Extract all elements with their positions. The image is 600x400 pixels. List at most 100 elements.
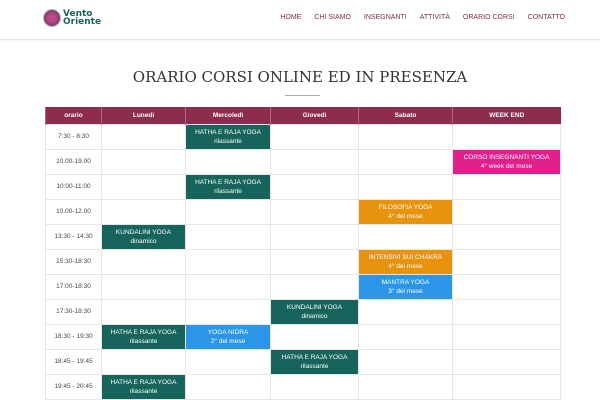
class-note: 3° del mese [388, 287, 423, 295]
class-event: HATHA E RAJA YOGA rilassante [185, 173, 271, 200]
class-title: INTENSIVI SUI CHAKRA [368, 253, 443, 261]
empty-cell [358, 348, 453, 375]
empty-cell [101, 348, 186, 375]
class-event: INTENSIVI SUI CHAKRA 4° del mese [358, 248, 453, 275]
class-title: HATHA E RAJA YOGA [195, 178, 261, 186]
class-title: MANTRA YOGA [381, 278, 430, 286]
title-divider [285, 95, 320, 96]
empty-cell [270, 173, 359, 200]
table-row: 15:30-18:30 INTENSIVI SUI CHAKRA 4° del me… [45, 248, 561, 275]
time-cell: 17:00-18:30 [45, 273, 102, 300]
empty-cell [185, 148, 271, 175]
empty-cell [358, 123, 453, 150]
empty-cell [185, 348, 271, 375]
page-title: ORARIO CORSI ONLINE ED IN PRESENZA [132, 68, 468, 86]
table-row: 18:30 - 19:30 HATHA E RAJA YOGA rilassante… [45, 323, 561, 350]
empty-cell [358, 173, 453, 200]
class-note: rilassante [129, 337, 158, 345]
empty-cell [270, 373, 359, 400]
class-note: rilassante [129, 387, 158, 395]
nav-item-contatto[interactable]: CONTATTO [527, 14, 565, 21]
site-header: Vento Oriente HOME CHI SIAMO INSEGNANTI ATT… [0, 0, 600, 40]
time-cell: 7:30 - 8:30 [45, 123, 102, 150]
class-note: dinamico [301, 312, 328, 320]
empty-cell [101, 273, 186, 300]
table-row: 18:45 - 19:45 HATHA E RAJA YOGA rilassante [45, 348, 561, 375]
class-event: CORSO INSEGNANTI YOGA 4° week del mese [452, 148, 561, 175]
empty-cell [270, 248, 359, 275]
class-event: HATHA E RAJA YOGA rilassante [270, 348, 359, 375]
empty-cell [452, 173, 561, 200]
time-cell: 10.00-12.00 [45, 198, 102, 225]
column-header: Mercoledì [185, 107, 271, 124]
table-row: 19:45 - 20:45 HATHA E RAJA YOGA rilassante [45, 373, 561, 400]
time-cell: 18:30 - 19:30 [45, 323, 102, 350]
class-note: 4° del mese [388, 212, 423, 220]
empty-cell [185, 198, 271, 225]
table-row: 7:30 - 8:30 HATHA E RAJA YOGA rilassante [45, 123, 561, 150]
class-title: YOGA NIDRA [207, 328, 249, 336]
time-cell: 15:30-18:30 [45, 248, 102, 275]
empty-cell [185, 223, 271, 250]
class-title: FILOSOFIA YOGA [378, 203, 433, 211]
class-note: 4° week del mese [480, 162, 533, 170]
empty-cell [101, 248, 186, 275]
class-note: rilassante [214, 187, 242, 195]
time-cell: 18:45 - 19:45 [45, 348, 102, 375]
column-header: Sabato [358, 107, 453, 124]
table-row: 10.00-19.00 CORSO INSEGNANTI YOGA 4° week … [45, 148, 561, 175]
time-cell: 10:00-11:00 [45, 173, 102, 200]
class-note: 4° del mese [388, 262, 423, 270]
class-event: FILOSOFIA YOGA 4° del mese [358, 198, 453, 225]
empty-cell [270, 223, 359, 250]
nav-item-orario-corsi[interactable]: ORARIO CORSI [462, 14, 515, 21]
empty-cell [101, 298, 186, 325]
class-note: rilassante [300, 362, 329, 370]
empty-cell [452, 348, 561, 375]
nav-item-attivit-[interactable]: ATTIVITÀ [419, 14, 450, 21]
empty-cell [358, 223, 453, 250]
empty-cell [358, 323, 453, 350]
time-cell: 13:30 - 14:30 [45, 223, 102, 250]
class-note: 2° del mese [210, 337, 246, 345]
time-cell: 17:30-18:30 [45, 298, 102, 325]
column-header: orario [45, 107, 102, 124]
empty-cell [452, 298, 561, 325]
empty-cell [452, 223, 561, 250]
class-event: KUNDALINI YOGA dinamico [270, 298, 359, 325]
time-cell: 19:45 - 20:45 [45, 373, 102, 400]
table-row: 17:30-18:30 KUNDALINI YOGA dinamico [45, 298, 561, 325]
empty-cell [270, 148, 359, 175]
column-header: Giovedì [270, 107, 359, 124]
logo-icon [43, 9, 61, 27]
empty-cell [101, 198, 186, 225]
empty-cell [452, 198, 561, 225]
empty-cell [452, 323, 561, 350]
empty-cell [270, 123, 359, 150]
class-event: MANTRA YOGA 3° del mese [358, 273, 453, 300]
nav-item-home[interactable]: HOME [280, 14, 302, 21]
class-event: HATHA E RAJA YOGA rilassante [185, 123, 271, 150]
class-event: HATHA E RAJA YOGA rilassante [101, 323, 186, 350]
class-note: rilassante [214, 137, 242, 145]
empty-cell [452, 123, 561, 150]
class-title: HATHA E RAJA YOGA [110, 378, 177, 386]
empty-cell [101, 148, 186, 175]
empty-cell [452, 273, 561, 300]
empty-cell [358, 373, 453, 400]
class-title: HATHA E RAJA YOGA [281, 353, 348, 361]
empty-cell [270, 273, 359, 300]
schedule-table: orario Lunedì Mercoledì Giovedì Sabato WEEK E… [45, 107, 561, 400]
main-nav: HOME CHI SIAMO INSEGNANTI ATTIVITÀ ORARIO CO… [280, 14, 565, 21]
empty-cell [270, 323, 359, 350]
class-event: HATHA E RAJA YOGA rilassante [101, 373, 186, 400]
logo[interactable]: Vento Oriente [43, 9, 101, 27]
empty-cell [185, 248, 271, 275]
class-event: KUNDALINI YOGA dinamico [101, 223, 186, 250]
table-row: 10.00-12.00 FILOSOFIA YOGA 4° del mese [45, 198, 561, 225]
nav-item-insegnanti[interactable]: INSEGNANTI [363, 14, 407, 21]
logo-text: Vento Oriente [63, 9, 102, 27]
nav-item-chi-siamo[interactable]: CHI SIAMO [314, 14, 351, 21]
empty-cell [358, 148, 453, 175]
table-row: 13:30 - 14:30 KUNDALINI YOGA dinamico [45, 223, 561, 250]
